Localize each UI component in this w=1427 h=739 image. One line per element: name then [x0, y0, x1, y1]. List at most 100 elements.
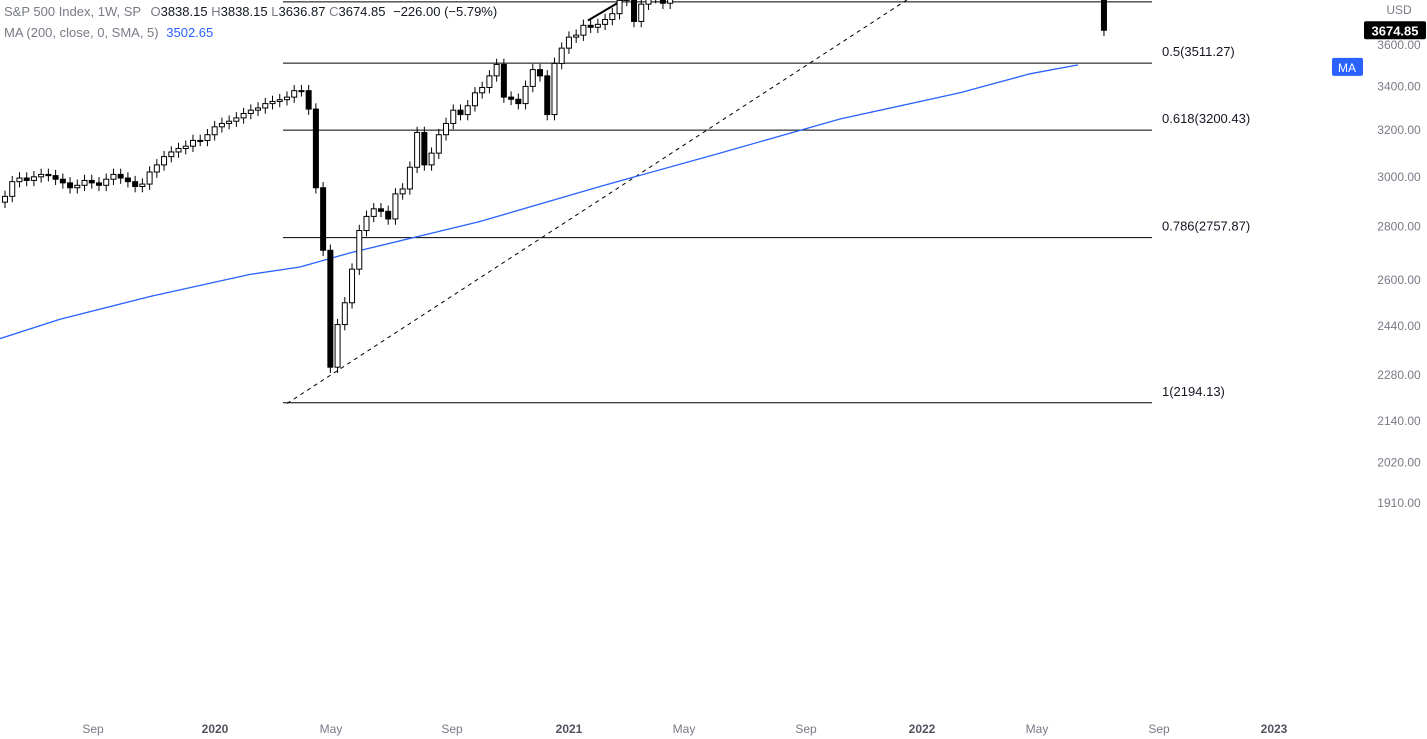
x-tick-label: May — [320, 722, 343, 736]
candle-body — [638, 3, 645, 22]
candle-body — [2, 195, 8, 203]
candle-body — [399, 188, 406, 195]
y-tick-label: 3000.00 — [1377, 170, 1421, 184]
candle-body — [9, 181, 16, 197]
symbol-label: S&P 500 Index, 1W, SP — [4, 4, 141, 19]
fib-level-label: 1(2194.13) — [1162, 384, 1225, 399]
candle-body — [327, 249, 334, 368]
open-label: O — [150, 4, 161, 19]
y-tick-label: 3400.00 — [1377, 79, 1421, 93]
candle-body — [168, 151, 175, 158]
candle-body — [204, 134, 211, 141]
candle-body — [500, 63, 507, 98]
candle-body — [218, 122, 225, 128]
candle-body — [349, 268, 356, 304]
candle-body — [189, 139, 196, 147]
y-tick-label: 2280.00 — [1377, 368, 1421, 382]
y-tick-label: 3200.00 — [1377, 123, 1421, 137]
close-value: 3674.85 — [338, 4, 386, 19]
candle-body — [631, 0, 638, 22]
candle-body — [457, 109, 464, 116]
candle-body — [276, 99, 283, 102]
x-tick-label: Sep — [1148, 722, 1170, 736]
candle-body — [435, 134, 442, 154]
candle-body — [197, 139, 204, 142]
candle-body — [392, 193, 399, 220]
candle-body — [23, 177, 30, 181]
candle-body — [269, 100, 276, 105]
x-tick-label: Sep — [441, 722, 463, 736]
candle-body — [117, 173, 124, 179]
candle-body — [233, 117, 240, 122]
candle-body — [479, 86, 486, 94]
candle-body — [262, 103, 269, 109]
candle-body — [240, 112, 247, 119]
candle-body — [515, 98, 522, 105]
candle-body — [298, 90, 305, 93]
x-tick-label: 2021 — [556, 722, 583, 736]
candle-body — [88, 179, 95, 184]
candle-body — [153, 164, 160, 173]
candle-body — [377, 208, 384, 212]
candle-body — [551, 62, 558, 116]
candle-body — [59, 178, 66, 184]
candle-body — [211, 126, 218, 136]
x-tick-label: 2022 — [909, 722, 936, 736]
candle-body — [450, 109, 457, 124]
candle-body — [645, 0, 652, 5]
candle-body — [30, 176, 37, 181]
candle-body — [132, 181, 139, 188]
x-tick-label: May — [1026, 722, 1049, 736]
candle-body — [616, 0, 623, 15]
candle-body — [573, 34, 580, 38]
candle-body — [139, 183, 146, 188]
ma-legend[interactable]: MA (200, close, 0, SMA, 5) 3502.65 — [4, 25, 213, 40]
candle-body — [175, 147, 182, 153]
candle-body — [522, 85, 529, 105]
candle-body — [443, 122, 450, 136]
candle-body — [370, 208, 377, 217]
dashed-trendline — [286, 0, 908, 404]
ma-value: 3502.65 — [166, 25, 214, 40]
candle-body — [182, 145, 189, 149]
candle-body — [385, 210, 392, 220]
candle-body — [305, 90, 312, 110]
candle-body — [587, 24, 594, 28]
candle-body — [146, 171, 153, 185]
candle-body — [320, 187, 327, 251]
candle-body — [529, 69, 536, 87]
candle-body — [291, 90, 298, 98]
candle-body — [103, 178, 110, 186]
x-tick-label: 2023 — [1261, 722, 1288, 736]
candle-body — [486, 75, 493, 88]
high-value: 3838.15 — [220, 4, 268, 19]
x-tick-label: May — [673, 722, 696, 736]
candle-body — [471, 92, 478, 107]
candle-body — [16, 177, 23, 183]
last-price-tag — [1364, 21, 1426, 40]
ma-label: MA (200, close, 0, SMA, 5) — [4, 25, 159, 40]
fib-level-label: 0.5(3511.27) — [1162, 44, 1235, 59]
candle-body — [312, 108, 319, 189]
candle-body — [283, 96, 290, 101]
candle-body — [38, 173, 45, 178]
candle-body — [659, 0, 666, 4]
candle-body — [594, 23, 601, 28]
candle-body — [52, 175, 59, 180]
y-tick-label: 2140.00 — [1377, 414, 1421, 428]
candle-body — [537, 69, 544, 77]
candle-body — [124, 177, 131, 183]
ma-tag-label: MA — [1338, 61, 1356, 75]
candle-body — [421, 131, 428, 166]
y-tick-label: 2600.00 — [1377, 273, 1421, 287]
x-tick-label: Sep — [795, 722, 817, 736]
x-tick-label: 2020 — [202, 722, 229, 736]
candle-body — [45, 173, 52, 177]
candle-body — [81, 179, 88, 186]
low-label: L — [271, 4, 279, 19]
candle-body — [67, 182, 74, 189]
close-label: C — [329, 4, 339, 19]
candle-body — [95, 182, 102, 186]
candle-body — [508, 96, 515, 100]
